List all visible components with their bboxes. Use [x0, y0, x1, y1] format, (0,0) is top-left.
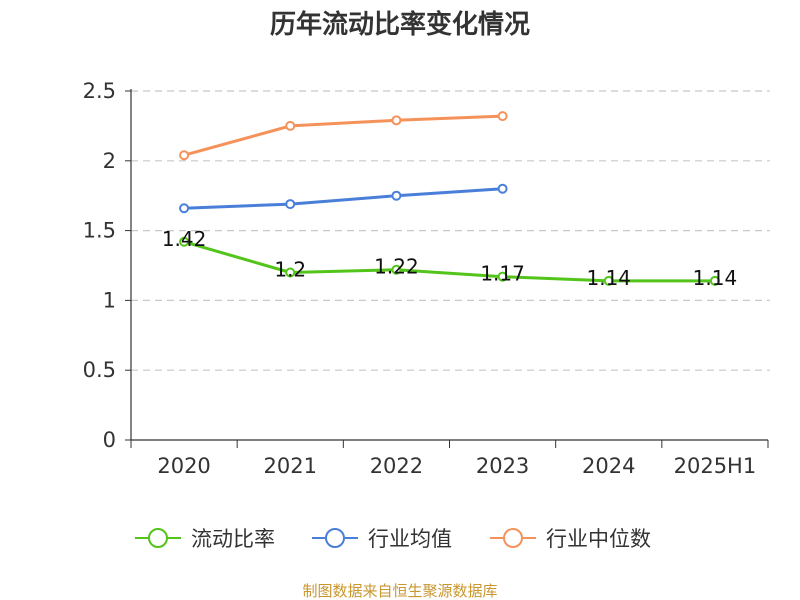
data-label: 1.17 — [480, 262, 525, 286]
y-tick-label: 2.5 — [83, 79, 116, 103]
series-line-3 — [183, 114, 503, 157]
legend-marker — [148, 528, 168, 548]
legend[interactable]: 流动比率 行业均值 行业中位数 — [135, 527, 651, 551]
grid — [131, 90, 770, 371]
data-labels: 1.42 1.2 1.22 1.17 1.14 1.14 — [162, 227, 737, 290]
legend-item-1[interactable]: 流动比率 — [135, 527, 275, 551]
legend-item-2[interactable]: 行业均值 — [312, 527, 452, 551]
data-point — [179, 236, 190, 247]
x-tick-label: 2024 — [582, 454, 635, 478]
series-layer — [179, 111, 720, 286]
legend-marker — [503, 528, 523, 548]
legend-label: 行业均值 — [368, 527, 452, 551]
axes: 0 0.5 1 1.5 2 2.5 2020 2021 2022 2023 2024 2025H1 — [83, 79, 769, 478]
x-tick-label: 2025H1 — [674, 454, 757, 478]
legend-label: 流动比率 — [191, 527, 275, 551]
data-label: 1.2 — [274, 257, 306, 281]
data-label: 1.14 — [586, 266, 631, 290]
data-point — [391, 115, 402, 126]
data-point — [603, 275, 614, 286]
data-label: 1.42 — [162, 227, 207, 251]
data-point — [391, 264, 402, 275]
data-point — [497, 271, 508, 282]
series-line-1 — [183, 240, 715, 283]
y-tick-label: 2 — [103, 149, 116, 173]
x-tick-label: 2022 — [370, 454, 423, 478]
data-point — [179, 203, 190, 214]
data-point — [285, 267, 296, 278]
source-note: 制图数据来自恒生聚源数据库 — [302, 582, 497, 600]
data-point — [391, 190, 402, 201]
data-point — [709, 275, 720, 286]
x-tick-label: 2020 — [157, 454, 210, 478]
y-tick-label: 1.5 — [83, 219, 116, 243]
data-point — [497, 183, 508, 194]
y-tick-label: 0 — [103, 428, 116, 452]
data-point — [285, 199, 296, 210]
chart-title: 历年流动比率变化情况 — [270, 9, 530, 40]
y-tick-label: 0.5 — [83, 358, 116, 382]
y-tick-label: 1 — [103, 288, 116, 312]
data-label: 1.22 — [374, 255, 419, 279]
data-point — [497, 111, 508, 122]
legend-label: 行业中位数 — [546, 527, 651, 551]
data-point — [179, 150, 190, 161]
x-tick-label: 2021 — [264, 454, 317, 478]
data-label: 1.14 — [693, 266, 738, 290]
data-point — [285, 120, 296, 131]
x-tick-label: 2023 — [476, 454, 529, 478]
legend-item-3[interactable]: 行业中位数 — [490, 527, 651, 551]
legend-marker — [325, 528, 345, 548]
series-line-2 — [184, 187, 503, 210]
